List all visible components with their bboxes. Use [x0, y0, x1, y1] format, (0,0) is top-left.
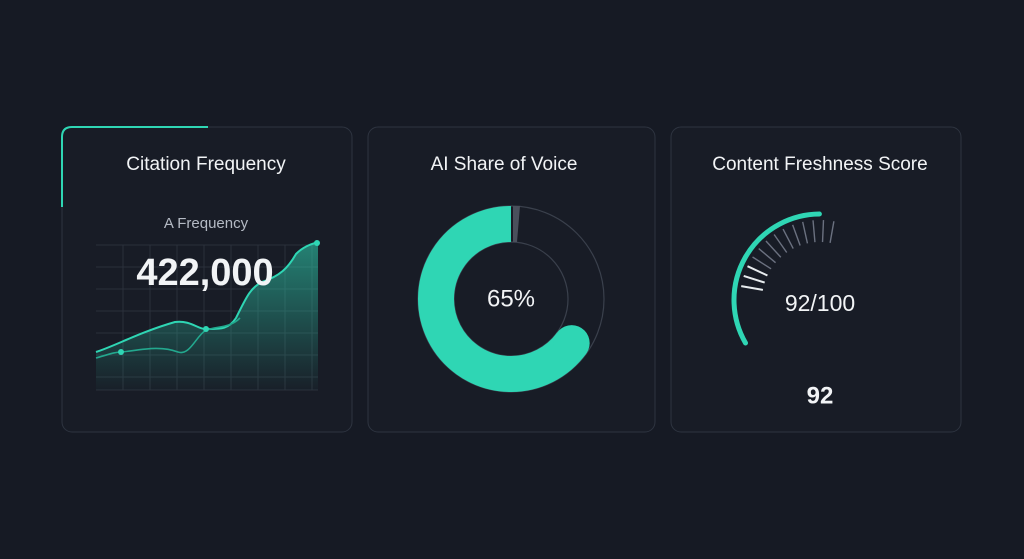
- sparkline: [95, 241, 319, 353]
- card-title: AI Share of Voice: [431, 154, 578, 175]
- gauge-tick: [758, 248, 777, 264]
- sparkline-dot: [314, 240, 320, 246]
- donut-label: 65%: [487, 285, 535, 312]
- gauge-tick: [829, 221, 835, 244]
- gauge-tick: [802, 221, 809, 244]
- gauge-tick: [747, 265, 768, 277]
- gauge-tick: [741, 285, 764, 291]
- sparkline-secondary: [95, 317, 241, 359]
- sparkline-dot: [118, 349, 124, 355]
- gauge-tick: [773, 234, 788, 253]
- gauge-tick: [812, 220, 816, 243]
- card-title: Citation Frequency: [126, 154, 286, 175]
- card: Citation Frequency A Frequency 422,000: [61, 126, 353, 433]
- gauge-tick: [821, 220, 825, 243]
- gauge-tick: [782, 228, 794, 249]
- card: Content Freshness Score 92/100 92: [670, 126, 962, 433]
- donut-track-gap: [513, 206, 520, 242]
- gauge-tick: [765, 240, 782, 258]
- score-value: 92: [807, 382, 834, 409]
- donut-arc: [418, 206, 587, 392]
- donut-cap: [553, 325, 590, 362]
- card-frame: [670, 126, 962, 433]
- sparkline-dot: [203, 326, 209, 332]
- card-subtitle: A Frequency: [164, 215, 249, 232]
- gauge-tick: [743, 274, 765, 284]
- gauge-label: 92/100: [785, 290, 855, 316]
- metric-value: 422,000: [136, 252, 273, 294]
- gauge-tick: [791, 224, 801, 246]
- sparkline-area: [96, 242, 318, 390]
- card-title: Content Freshness Score: [712, 154, 927, 175]
- gauge-arc: [731, 211, 822, 346]
- gauge-tick: [752, 256, 772, 270]
- card-accent: [61, 126, 208, 207]
